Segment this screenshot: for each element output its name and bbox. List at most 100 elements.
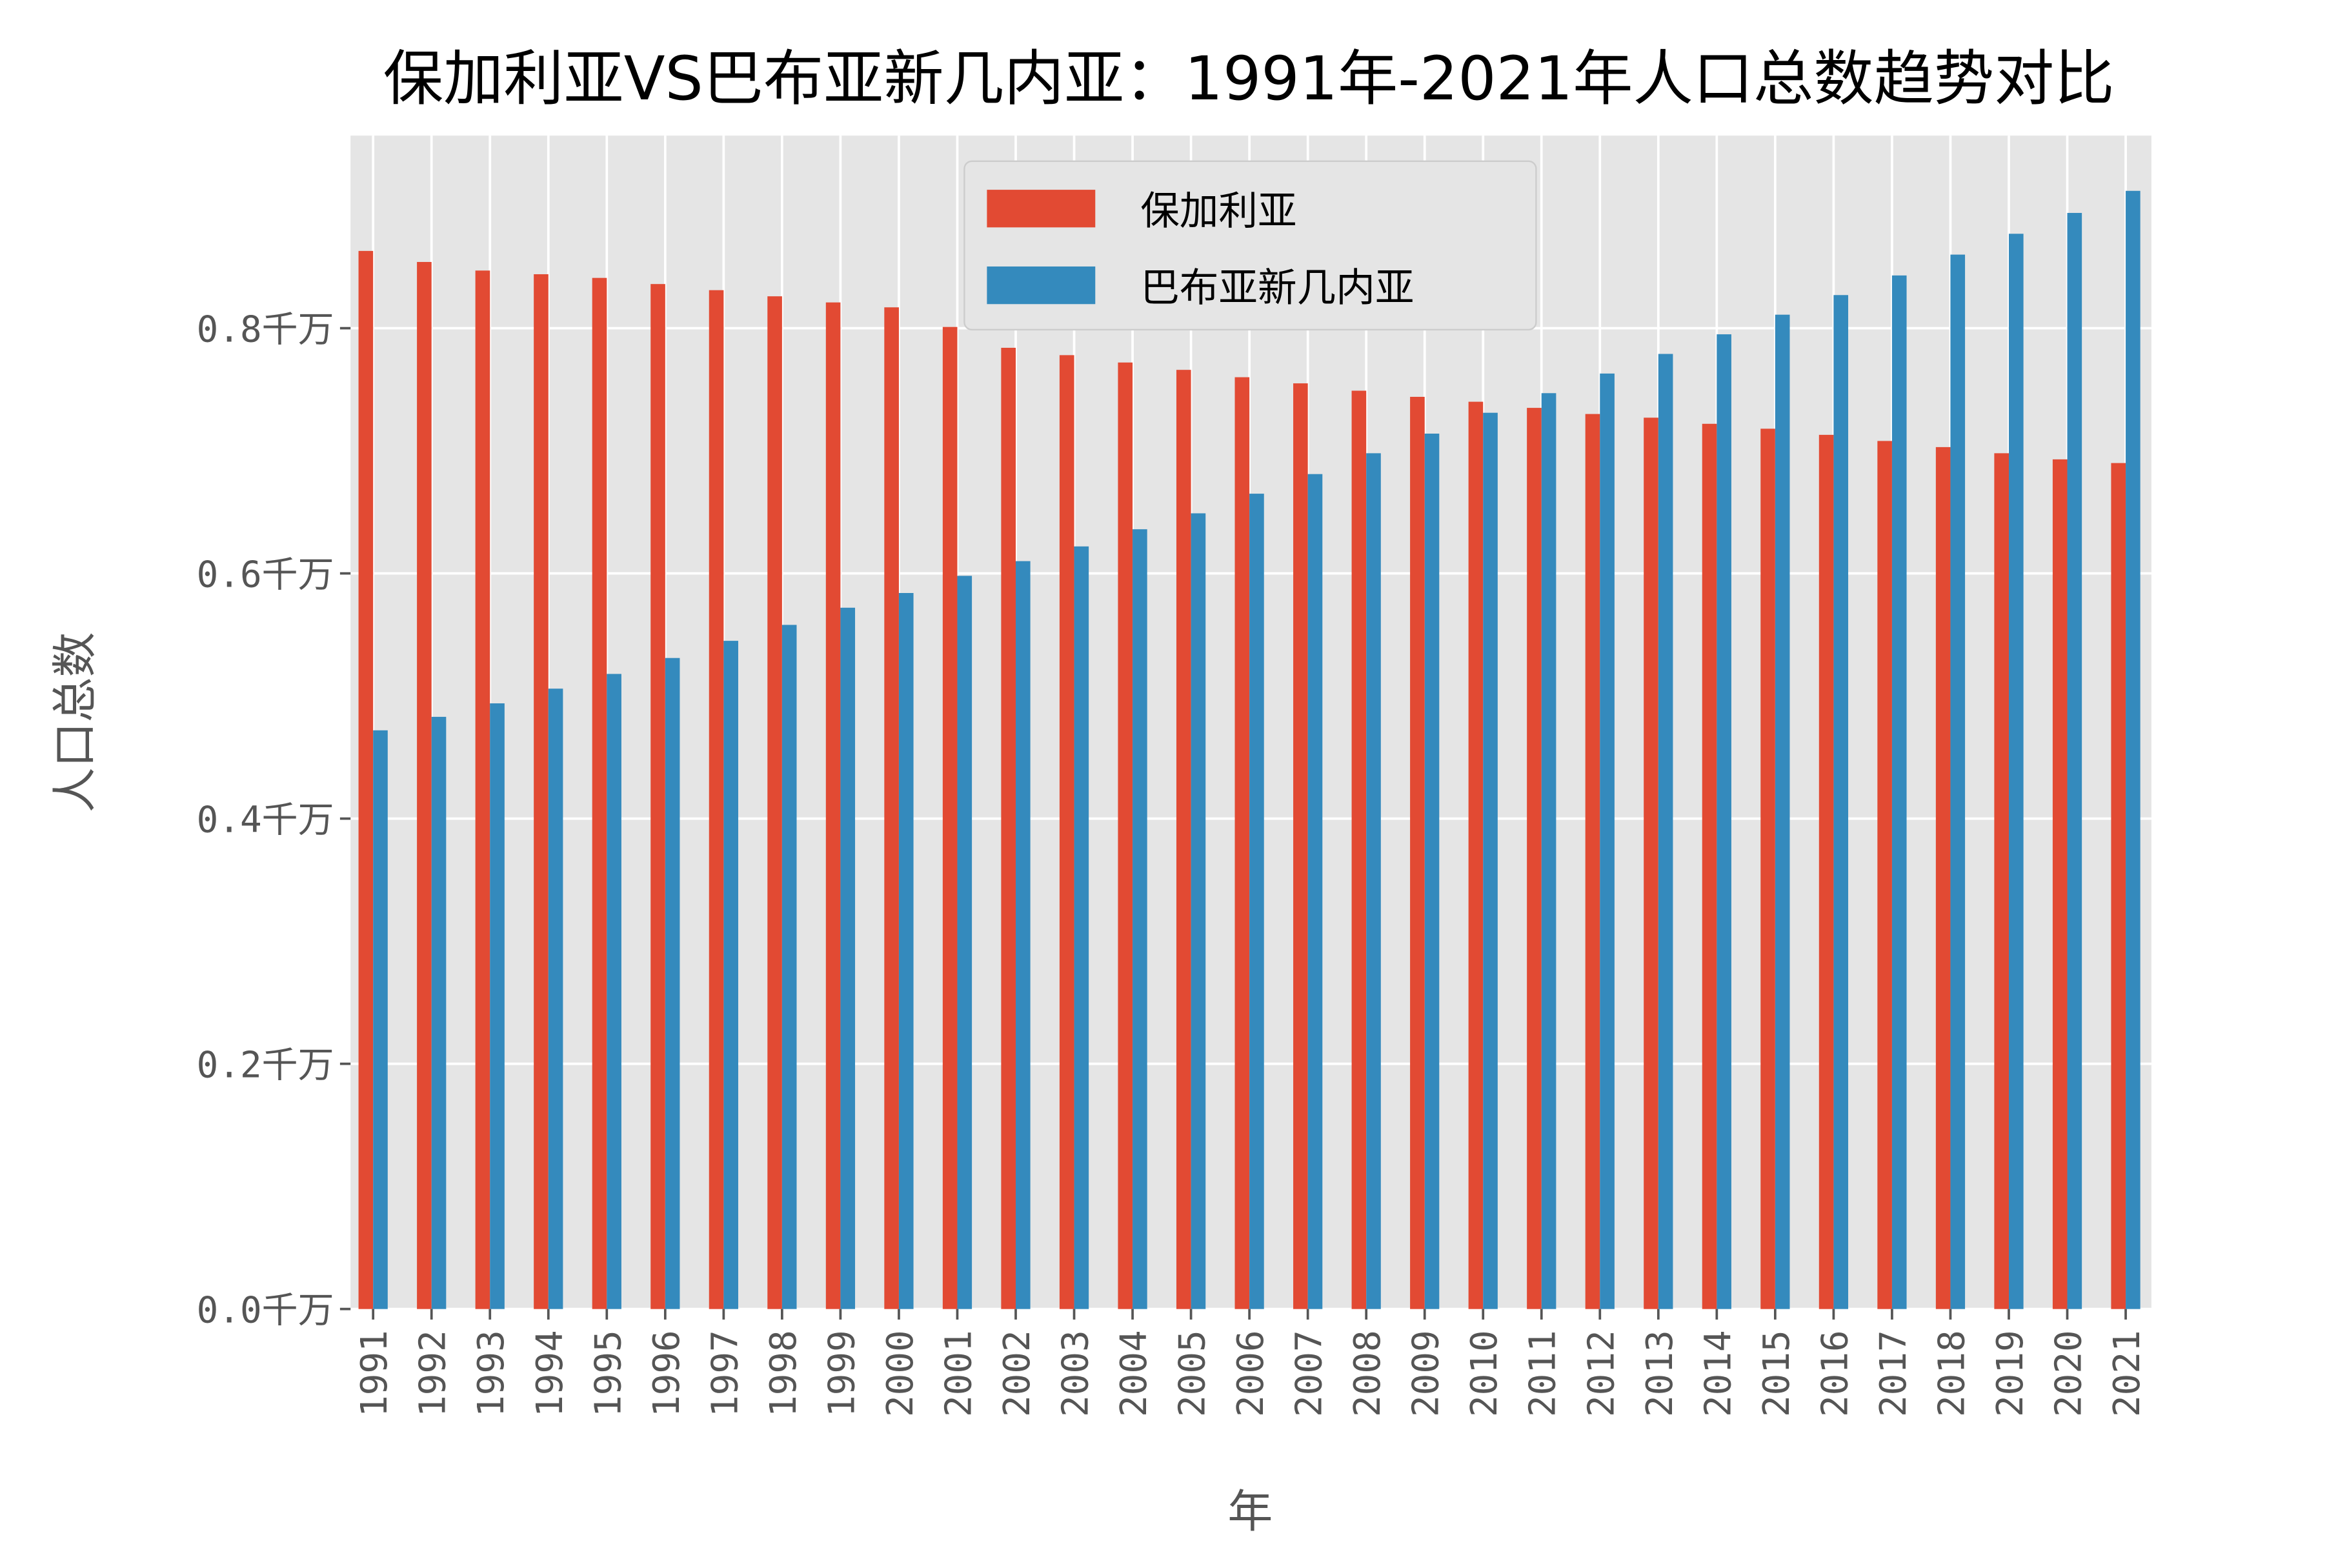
bar-png-2007: [1307, 474, 1323, 1309]
bar-bulgaria-1998: [767, 296, 782, 1309]
bar-png-2010: [1483, 412, 1498, 1309]
bar-png-1991: [373, 730, 388, 1309]
x-tick-label: 1995: [587, 1330, 629, 1417]
bar-bulgaria-2015: [1760, 428, 1775, 1309]
bar-png-2020: [2067, 212, 2082, 1309]
legend-swatch-png: [987, 266, 1096, 305]
bar-png-2017: [1891, 275, 1907, 1309]
x-tick-label: 2012: [1580, 1330, 1622, 1417]
x-tick-label: 2011: [1522, 1330, 1564, 1417]
bar-bulgaria-2020: [2052, 459, 2068, 1309]
bar-bulgaria-2016: [1818, 434, 1834, 1309]
legend-label-bulgaria: 保加利亚: [1140, 189, 1296, 234]
x-tick-label: 2020: [2048, 1330, 2090, 1417]
bar-png-1997: [723, 641, 738, 1309]
x-tick-label: 2021: [2106, 1330, 2148, 1417]
bar-png-1996: [665, 658, 680, 1309]
x-tick-label: 2004: [1113, 1330, 1155, 1417]
bar-bulgaria-2013: [1644, 417, 1658, 1309]
y-axis-label: 人口总数: [49, 632, 101, 813]
bar-bulgaria-2007: [1293, 383, 1308, 1309]
bar-png-2005: [1191, 513, 1206, 1309]
bar-png-2015: [1775, 314, 1790, 1309]
x-tick-label: 1994: [529, 1330, 571, 1417]
bar-bulgaria-2018: [1935, 447, 1951, 1309]
chart-title: 保加利亚VS巴布亚新几内亚：1991年-2021年人口总数趋势对比: [383, 43, 2115, 114]
x-tick-label: 2007: [1289, 1330, 1331, 1417]
bar-bulgaria-2011: [1527, 408, 1542, 1309]
bar-png-2003: [1074, 546, 1089, 1309]
x-axis: 1991 1992 1993 1994 1995 1996 1997 1998 1999 2000…: [354, 1309, 2148, 1417]
bar-png-2021: [2126, 190, 2141, 1309]
bar-png-2012: [1600, 373, 1615, 1309]
x-tick-label: 2016: [1814, 1330, 1856, 1417]
x-tick-label: 1993: [470, 1330, 512, 1417]
x-tick-label: 2013: [1639, 1330, 1681, 1417]
x-tick-label: 2019: [1989, 1330, 2031, 1417]
bar-bulgaria-1992: [417, 261, 432, 1309]
bar-bulgaria-2014: [1702, 423, 1717, 1309]
x-tick-label: 2010: [1464, 1330, 1506, 1417]
x-tick-label: 1998: [763, 1330, 805, 1417]
bar-bulgaria-2006: [1234, 377, 1250, 1309]
x-tick-label: 2001: [938, 1330, 980, 1417]
x-tick-label: 2014: [1697, 1330, 1739, 1417]
bar-bulgaria-2021: [2111, 463, 2126, 1309]
bar-bulgaria-2008: [1351, 390, 1367, 1309]
bar-bulgaria-1996: [650, 284, 665, 1309]
x-tick-label: 2002: [996, 1330, 1038, 1417]
x-tick-label: 1999: [821, 1330, 863, 1417]
bar-bulgaria-2000: [884, 307, 899, 1309]
y-tick-label: 0.8千万: [197, 309, 334, 351]
legend: 保加利亚 巴布亚新几内亚: [963, 160, 1537, 331]
y-tick-label: 0.2千万: [197, 1045, 334, 1087]
bar-png-2014: [1717, 334, 1731, 1309]
bar-bulgaria-1991: [358, 250, 374, 1309]
x-tick-label: 1992: [412, 1330, 454, 1417]
bars: [358, 190, 2141, 1309]
bar-png-2018: [1950, 254, 1966, 1309]
bar-bulgaria-1993: [475, 270, 490, 1309]
bar-bulgaria-2012: [1585, 414, 1600, 1309]
x-tick-label: 2015: [1756, 1330, 1798, 1417]
x-axis-label: 年: [1227, 1486, 1273, 1538]
x-tick-label: 2006: [1230, 1330, 1272, 1417]
legend-label-png: 巴布亚新几内亚: [1140, 266, 1414, 311]
bar-bulgaria-1999: [825, 302, 841, 1309]
bar-png-2016: [1833, 295, 1849, 1309]
bar-png-1998: [781, 625, 797, 1309]
bar-png-2009: [1424, 433, 1440, 1309]
bar-png-1999: [840, 607, 856, 1309]
bar-png-2004: [1133, 529, 1147, 1309]
bar-bulgaria-2003: [1059, 355, 1074, 1309]
y-tick-label: 0.6千万: [197, 554, 334, 596]
bar-png-2011: [1541, 393, 1556, 1309]
x-tick-label: 2017: [1873, 1330, 1915, 1417]
y-tick-label: 0.4千万: [197, 799, 334, 841]
bar-bulgaria-2010: [1468, 401, 1484, 1309]
x-tick-label: 2000: [880, 1330, 922, 1417]
bar-bulgaria-1994: [534, 274, 549, 1309]
bar-png-2000: [898, 593, 914, 1309]
x-tick-label: 2005: [1172, 1330, 1214, 1417]
bar-png-2008: [1366, 453, 1381, 1309]
bar-bulgaria-1995: [592, 277, 607, 1309]
bar-png-2001: [957, 576, 972, 1309]
bar-bulgaria-2004: [1118, 362, 1133, 1309]
bar-bulgaria-2009: [1410, 396, 1425, 1309]
legend-swatch-bulgaria: [987, 190, 1096, 228]
x-tick-label: 1996: [646, 1330, 688, 1417]
x-tick-label: 2018: [1931, 1330, 1973, 1417]
bar-bulgaria-2001: [942, 327, 958, 1309]
x-tick-label: 2008: [1347, 1330, 1389, 1417]
bar-bulgaria-2017: [1877, 441, 1892, 1309]
bar-bulgaria-2005: [1176, 370, 1191, 1309]
x-tick-label: 1991: [354, 1330, 396, 1417]
legend-box: [963, 160, 1537, 331]
x-tick-label: 1997: [704, 1330, 746, 1417]
bar-bulgaria-2002: [1001, 347, 1016, 1309]
bar-png-1992: [431, 716, 447, 1309]
bar-png-2019: [2008, 234, 2024, 1309]
bar-png-1993: [490, 703, 505, 1309]
